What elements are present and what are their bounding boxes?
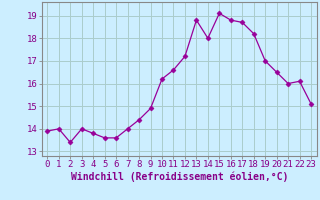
X-axis label: Windchill (Refroidissement éolien,°C): Windchill (Refroidissement éolien,°C) [70, 172, 288, 182]
